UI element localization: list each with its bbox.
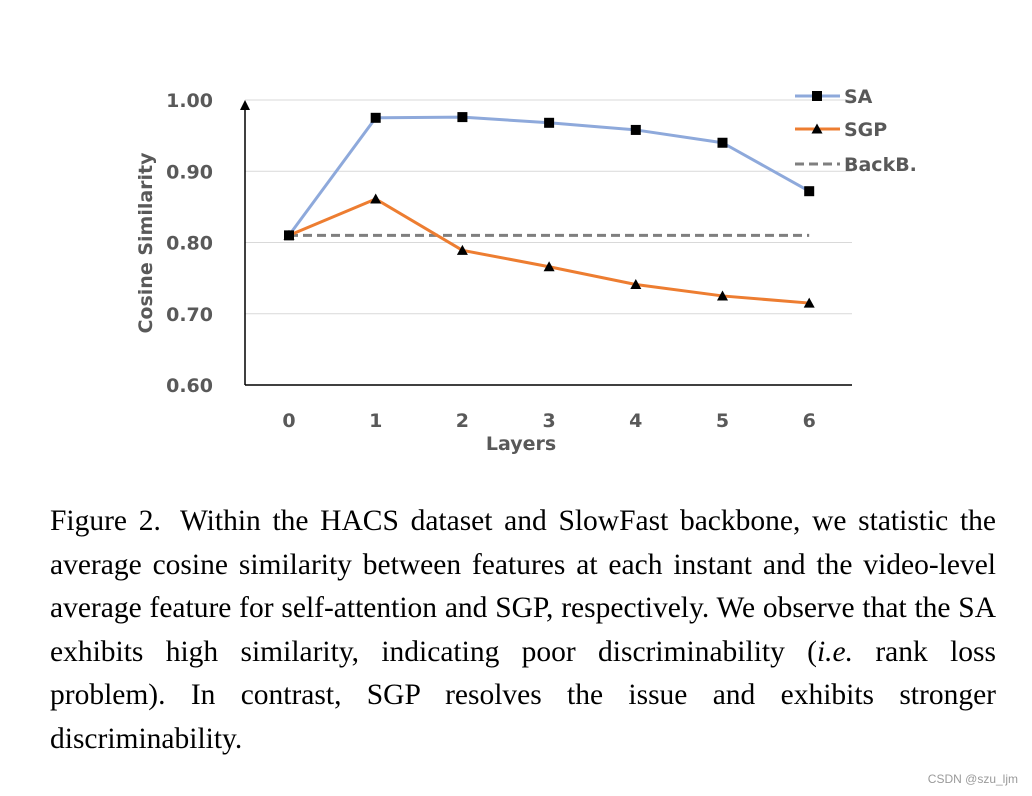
x-tick-label: 6 <box>803 410 816 432</box>
data-point-sa <box>630 124 641 135</box>
data-point-sgp <box>630 279 642 290</box>
data-point-sgp <box>543 261 555 272</box>
data-point-sgp <box>803 297 815 308</box>
x-tick-label: 5 <box>716 410 729 432</box>
y-tick-label: 0.70 <box>166 304 213 326</box>
x-tick-label: 3 <box>542 410 555 432</box>
series-line-sa <box>287 115 810 237</box>
legend-label-sgp: SGP <box>844 119 887 141</box>
data-point-sgp <box>370 193 382 204</box>
figure-label: Figure 2. <box>50 505 161 537</box>
x-tick-label: 4 <box>629 410 642 432</box>
x-axis-title: Layers <box>486 433 556 455</box>
legend-label-backb: BackB. <box>844 154 917 176</box>
y-tick-labels: 0.60 0.70 0.80 0.90 1.00 <box>166 90 213 397</box>
x-tick-label: 2 <box>456 410 469 432</box>
data-point-sa <box>717 137 728 148</box>
figure-caption: Figure 2. Within the HACS dataset and Sl… <box>50 500 996 761</box>
series-line-sgp <box>288 197 810 305</box>
axes <box>240 100 852 386</box>
legend-marker-sa <box>812 91 822 101</box>
y-tick-label: 0.80 <box>166 233 213 255</box>
x-tick-label: 1 <box>369 410 382 432</box>
legend-label-sa: SA <box>844 86 873 108</box>
data-point-sgp <box>456 244 468 255</box>
x-tick-labels: 0 1 2 3 4 5 6 <box>282 410 815 432</box>
legend-marker-sgp <box>811 123 823 134</box>
caption-italic-ie: i.e. <box>816 635 854 668</box>
line-chart: 0.60 0.70 0.80 0.90 1.00 0 1 2 3 4 5 6 SA SGP BackB.… <box>135 86 917 455</box>
x-tick-label: 0 <box>282 410 295 432</box>
data-point-sa <box>284 230 294 241</box>
y-tick-label: 1.00 <box>166 90 213 112</box>
data-point-sa <box>544 117 555 128</box>
caption-text-part1: Within the HACS dataset and SlowFast bac… <box>50 505 997 668</box>
data-point-sa <box>804 186 815 197</box>
caption-text-part2: rank loss problem). In contrast, SGP res… <box>50 635 996 755</box>
y-tick-label: 0.90 <box>166 161 213 183</box>
gridlines <box>245 99 852 315</box>
legend: SA SGP BackB. <box>795 86 917 176</box>
watermark: CSDN @szu_ljm <box>927 772 1018 786</box>
y-axis-title: Cosine Similarity <box>135 152 157 334</box>
data-point-sgp <box>717 290 728 301</box>
y-axis-arrow <box>240 100 250 110</box>
y-tick-label: 0.60 <box>166 375 213 397</box>
data-point-sa <box>457 112 468 123</box>
data-point-sa <box>370 112 381 123</box>
series-group <box>283 112 815 308</box>
